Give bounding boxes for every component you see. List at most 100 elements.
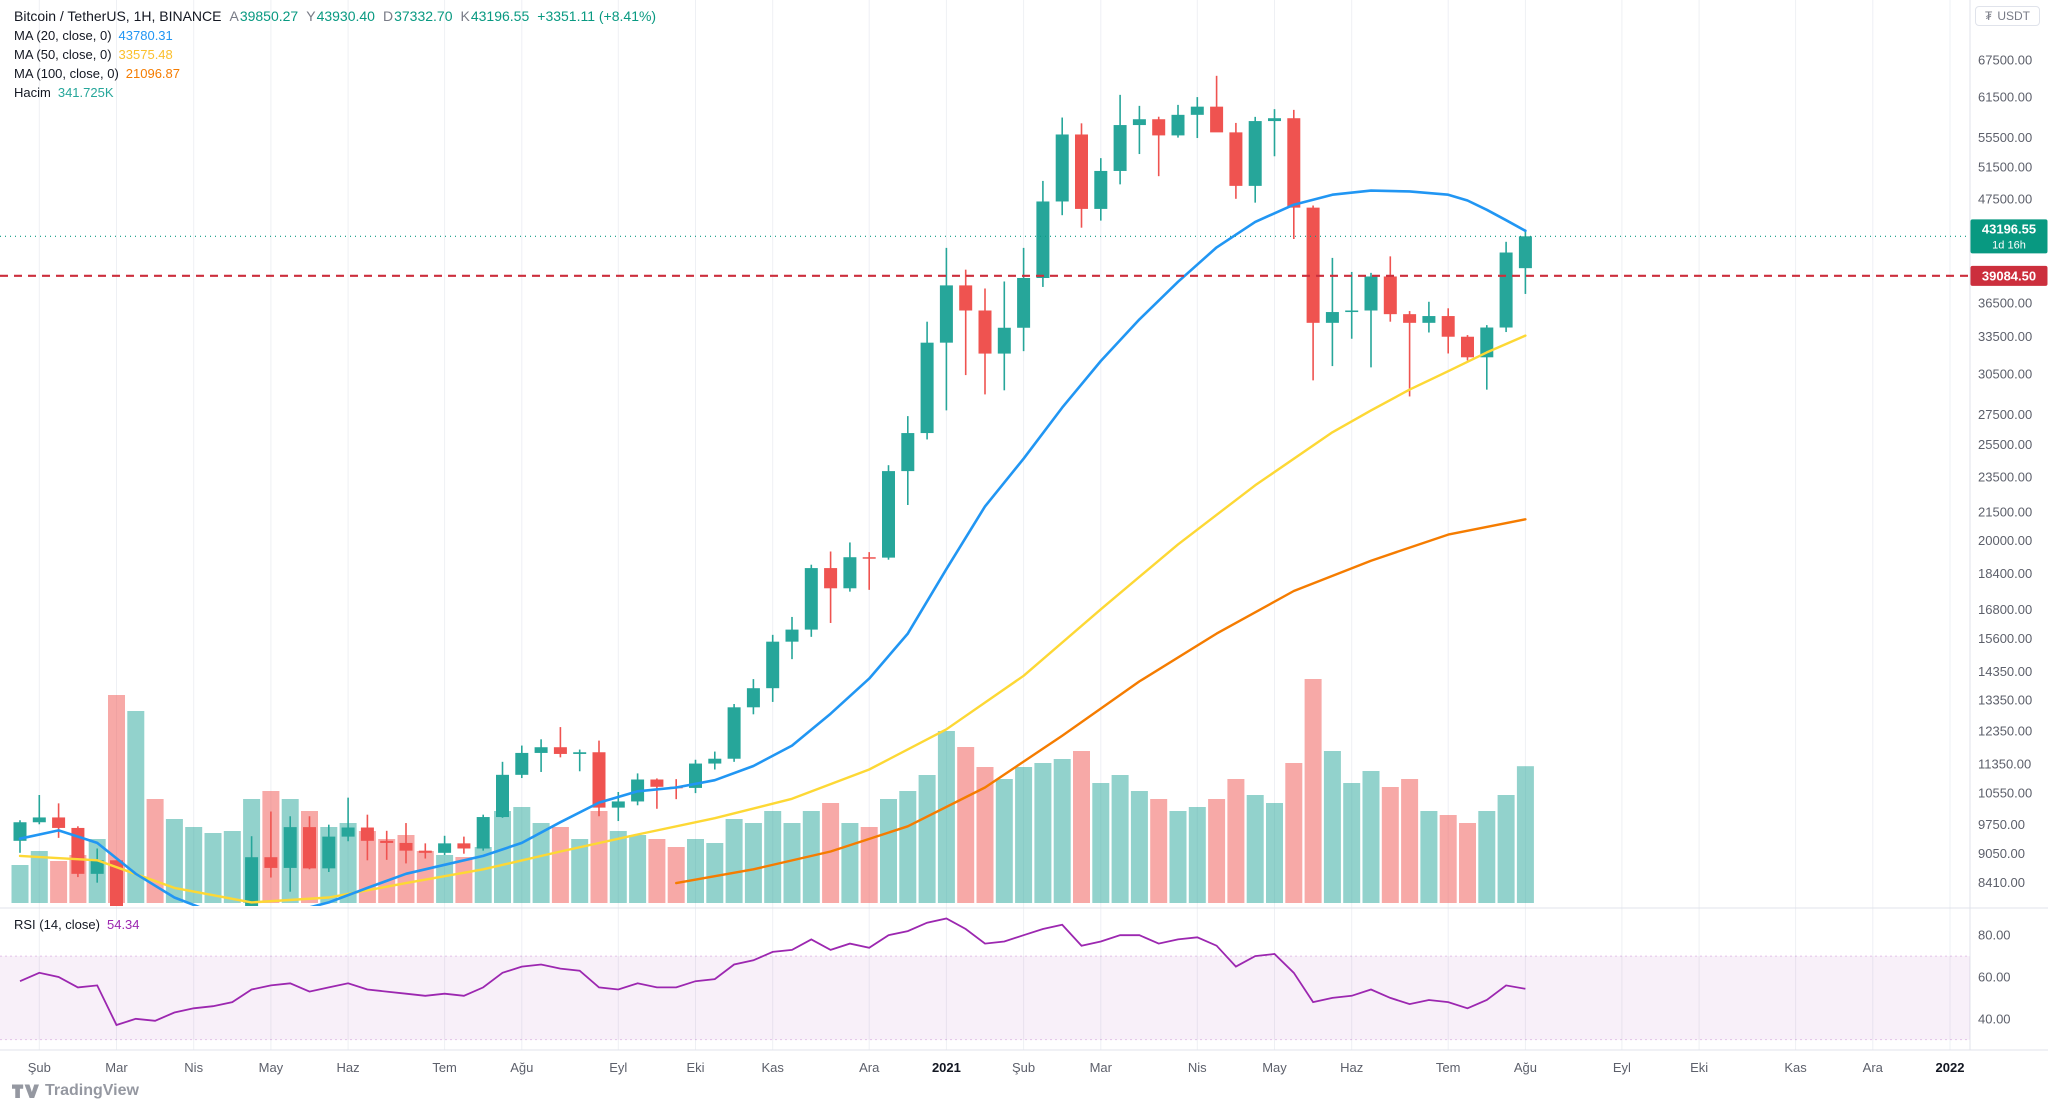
svg-text:80.00: 80.00 [1978, 928, 2011, 943]
candle [650, 778, 664, 809]
svg-text:9050.00: 9050.00 [1978, 846, 2025, 861]
svg-text:30500.00: 30500.00 [1978, 366, 2032, 381]
indicator-legend-row[interactable]: MA (20, close, 0) 43780.31 [14, 26, 656, 45]
candle [824, 551, 838, 623]
candle [997, 281, 1011, 391]
rsi-label: RSI (14, close) [14, 917, 100, 932]
candle [785, 616, 799, 660]
candle [283, 816, 297, 892]
tradingview-wordmark: TradingView [45, 1082, 139, 1099]
ohlc-close: K43196.55 [460, 8, 530, 24]
candle [1345, 271, 1359, 339]
candle [399, 823, 413, 864]
svg-text:55500.00: 55500.00 [1978, 130, 2032, 145]
candle [1190, 97, 1204, 139]
price-axis[interactable]: 67500.00 61500.00 55500.00 51500.00 47500.00… [1978, 53, 2032, 1027]
candle [1036, 180, 1050, 287]
candle [1480, 325, 1494, 390]
svg-text:Tem: Tem [1436, 1060, 1461, 1075]
svg-text:Haz: Haz [337, 1060, 360, 1075]
candle [322, 824, 336, 873]
svg-text:10550.00: 10550.00 [1978, 786, 2032, 801]
candle [360, 814, 374, 861]
candle [843, 542, 857, 592]
svg-text:Şub: Şub [1012, 1060, 1035, 1075]
ohlc-high: Y43930.40 [306, 8, 375, 24]
indicator-value: 21096.87 [125, 66, 181, 81]
candle [264, 811, 278, 878]
rsi-legend-row[interactable]: RSI (14, close) 54.34 [14, 917, 140, 932]
indicator-label: MA (100, close, 0) [14, 66, 119, 81]
indicator-legend-row[interactable]: MA (100, close, 0) 21096.87 [14, 64, 656, 83]
rsi-pane [0, 917, 1970, 1041]
svg-text:Nis: Nis [184, 1060, 203, 1075]
svg-text:9750.00: 9750.00 [1978, 817, 2025, 832]
candle [1094, 158, 1108, 221]
candle [245, 836, 259, 906]
candle [1461, 335, 1474, 361]
candle [1171, 104, 1185, 138]
svg-text:27500.00: 27500.00 [1978, 407, 2032, 422]
svg-text:Tem: Tem [432, 1060, 457, 1075]
candle [380, 830, 394, 860]
candle [689, 759, 702, 794]
candle [939, 247, 953, 411]
candles-layer [13, 75, 1532, 906]
candle [1383, 256, 1397, 322]
candle [52, 803, 66, 838]
svg-text:Ağu: Ağu [1514, 1060, 1537, 1075]
candle [1518, 229, 1532, 294]
svg-text:36500.00: 36500.00 [1978, 295, 2032, 310]
tradingview-logo-icon [12, 1084, 39, 1098]
price-scale-currency-button[interactable]: ₮ USDT [1974, 6, 2040, 26]
candle [920, 321, 934, 440]
candle [1248, 116, 1262, 203]
svg-text:Ağu: Ağu [510, 1060, 533, 1075]
svg-text:Şub: Şub [28, 1060, 51, 1075]
ma50-line [18, 334, 1527, 904]
candle [553, 727, 567, 758]
svg-text:Mar: Mar [1090, 1060, 1113, 1075]
svg-text:39084.50: 39084.50 [1982, 268, 2036, 283]
currency-label: USDT [1997, 9, 2030, 23]
svg-text:2022: 2022 [1936, 1060, 1965, 1075]
tether-icon: ₮ [1984, 9, 1993, 23]
svg-text:60.00: 60.00 [1978, 970, 2011, 985]
svg-text:Ara: Ara [859, 1060, 880, 1075]
ma100-line [675, 518, 1527, 885]
ma20-line [18, 189, 1527, 906]
svg-text:Mar: Mar [105, 1060, 128, 1075]
indicator-legend-row[interactable]: MA (50, close, 0) 33575.48 [14, 45, 656, 64]
svg-text:20000.00: 20000.00 [1978, 533, 2032, 548]
candle [1210, 75, 1224, 133]
candle [862, 552, 876, 590]
symbol-title-row[interactable]: Bitcoin / TetherUS, 1H, BINANCE A39850.27… [14, 7, 656, 26]
symbol-legend: Bitcoin / TetherUS, 1H, BINANCE A39850.27… [14, 7, 656, 102]
current-price-badge [1970, 219, 2048, 254]
candle [708, 751, 722, 770]
tradingview-logo[interactable]: TradingView [12, 1082, 139, 1100]
alert-price-badge [1970, 265, 2048, 286]
svg-text:Ara: Ara [1863, 1060, 1884, 1075]
candle [496, 761, 509, 818]
svg-text:51500.00: 51500.00 [1978, 159, 2032, 174]
candle [457, 836, 471, 854]
symbol-title[interactable]: Bitcoin / TetherUS, 1H, BINANCE [14, 8, 222, 24]
svg-text:16800.00: 16800.00 [1978, 602, 2032, 617]
candle [766, 634, 780, 702]
candle [71, 826, 85, 878]
candle [727, 704, 741, 762]
candle [1113, 94, 1127, 185]
svg-text:1d 16h: 1d 16h [1992, 239, 2026, 251]
svg-text:Eki: Eki [686, 1060, 704, 1075]
svg-text:21500.00: 21500.00 [1978, 504, 2032, 519]
candle [1229, 122, 1243, 199]
price-badges: 43196.55 1d 16h 39084.50 [1970, 219, 2048, 286]
time-axis[interactable]: Şub Mar Nis May Haz Tem Ağu Eyl Eki Kas Ara 2021 Şub… [28, 1060, 1965, 1075]
candle [341, 797, 355, 842]
candle [746, 679, 760, 715]
indicator-value: 43780.31 [118, 28, 173, 43]
indicator-legend-row[interactable]: Hacim 341.725K [14, 83, 656, 102]
candle [534, 739, 548, 772]
